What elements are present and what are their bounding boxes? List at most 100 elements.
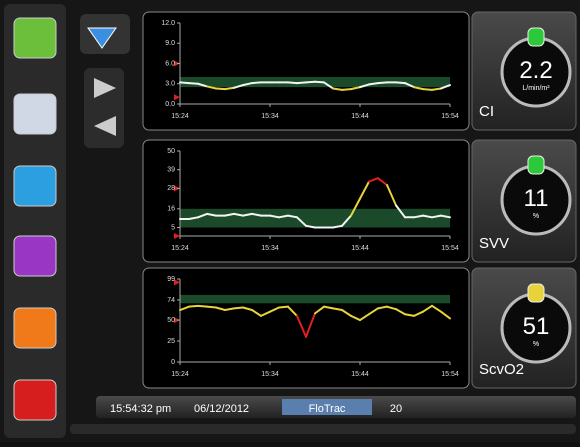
trend-segment <box>395 81 406 85</box>
alarm-marker <box>174 94 180 101</box>
x-tick-label: 15:24 <box>171 245 189 252</box>
y-tick-label: 39 <box>167 167 175 174</box>
trend-segment <box>341 309 352 317</box>
trend-segment <box>296 314 307 338</box>
trend-segment <box>260 310 271 317</box>
trend-segment <box>242 306 253 312</box>
trend-segment <box>368 177 379 183</box>
trend-segment <box>341 214 352 227</box>
trend-segment <box>251 309 262 317</box>
next-button[interactable] <box>94 78 116 98</box>
x-tick-label: 15:34 <box>261 245 279 252</box>
trend-segment <box>251 81 262 85</box>
icon-button[interactable] <box>13 17 57 59</box>
trend-segment <box>350 314 361 322</box>
x-tick-label: 15:44 <box>351 371 369 378</box>
trend-segment <box>395 308 406 316</box>
trend-segment <box>413 310 424 317</box>
y-tick-label: 25 <box>167 338 175 345</box>
status-indicator <box>527 283 545 303</box>
status-indicator <box>527 27 545 47</box>
trend-segment <box>359 83 370 89</box>
parameter-label: ScvO2 <box>479 361 524 378</box>
trend-segment <box>422 214 433 219</box>
trend-segment <box>323 81 334 90</box>
y-tick-label: 0 <box>171 359 175 366</box>
trend-segment <box>287 214 298 219</box>
trend-segment <box>395 204 406 219</box>
y-tick-label: 3.0 <box>165 81 175 88</box>
trend-segment <box>278 305 289 309</box>
alarm-marker <box>174 233 180 239</box>
trend-segment <box>359 180 370 200</box>
trend-segment <box>368 82 379 86</box>
trend-segment <box>386 184 397 207</box>
trend-segment <box>314 305 325 315</box>
x-tick-label: 15:54 <box>441 245 459 252</box>
trend-segment <box>431 214 442 219</box>
trend-segment <box>197 212 208 219</box>
mode-box <box>282 399 372 415</box>
trend-segment <box>431 87 442 91</box>
nav-frame <box>84 68 124 148</box>
y-tick-label: 9.0 <box>165 40 175 47</box>
x-tick-label: 15:44 <box>351 245 369 252</box>
trend-segment <box>440 310 451 320</box>
y-tick-label: 5 <box>171 224 175 231</box>
trend-segment <box>233 84 244 89</box>
icon-button[interactable] <box>13 235 57 277</box>
trend-segment <box>404 313 415 317</box>
y-tick-label: 16 <box>167 206 175 213</box>
icon-button[interactable] <box>13 379 57 421</box>
trend-segment <box>269 306 280 313</box>
parameter-label: SVV <box>479 235 509 252</box>
trend-segment <box>224 86 235 91</box>
y-tick-label: 12.0 <box>161 20 175 27</box>
scroll-button[interactable] <box>87 27 117 49</box>
y-tick-label: 74 <box>167 297 175 304</box>
gauge-unit: L/min/m² <box>522 85 550 92</box>
gauge-value: 11 <box>524 185 549 212</box>
trend-segment <box>197 82 208 88</box>
gauge-unit: % <box>533 213 539 220</box>
x-tick-label: 15:54 <box>441 371 459 378</box>
icon-button[interactable] <box>13 93 57 135</box>
trend-segment <box>377 305 388 310</box>
x-tick-label: 15:44 <box>351 113 369 120</box>
trend-segment <box>305 80 316 84</box>
trend-segment <box>323 305 334 310</box>
x-tick-label: 15:24 <box>171 113 189 120</box>
x-tick-label: 15:34 <box>261 113 279 120</box>
trend-segment <box>404 82 415 89</box>
mode[interactable]: FloTrac <box>309 403 346 415</box>
time: 15:54:32 pm <box>110 403 171 415</box>
y-tick-label: 50 <box>167 317 175 324</box>
trend-segment <box>242 212 253 217</box>
trend-segment <box>206 305 217 309</box>
icon-button[interactable] <box>13 307 57 349</box>
bottom-strip <box>70 424 576 434</box>
trend-segment <box>440 214 451 219</box>
trend-segment <box>188 216 199 220</box>
y-tick-label: 50 <box>167 148 175 155</box>
trend-segment <box>269 214 280 219</box>
trend-segment <box>341 88 352 91</box>
status-indicator <box>527 155 545 175</box>
trend-segment <box>422 88 433 91</box>
prev-button[interactable] <box>94 116 116 136</box>
trend-segment <box>206 85 217 90</box>
x-tick-label: 15:34 <box>261 371 279 378</box>
trend-segment <box>197 304 208 308</box>
trend-segment <box>215 306 226 312</box>
icon-button[interactable] <box>13 165 57 207</box>
trend-segment <box>314 80 325 84</box>
trend-segment <box>305 224 316 229</box>
trend-segment <box>413 214 424 219</box>
trend-segment <box>368 307 379 316</box>
alarm-marker <box>174 279 180 286</box>
target-band <box>180 294 450 304</box>
interval[interactable]: 20 <box>390 403 402 415</box>
trend-segment <box>287 305 298 317</box>
chart-panel <box>142 267 470 389</box>
